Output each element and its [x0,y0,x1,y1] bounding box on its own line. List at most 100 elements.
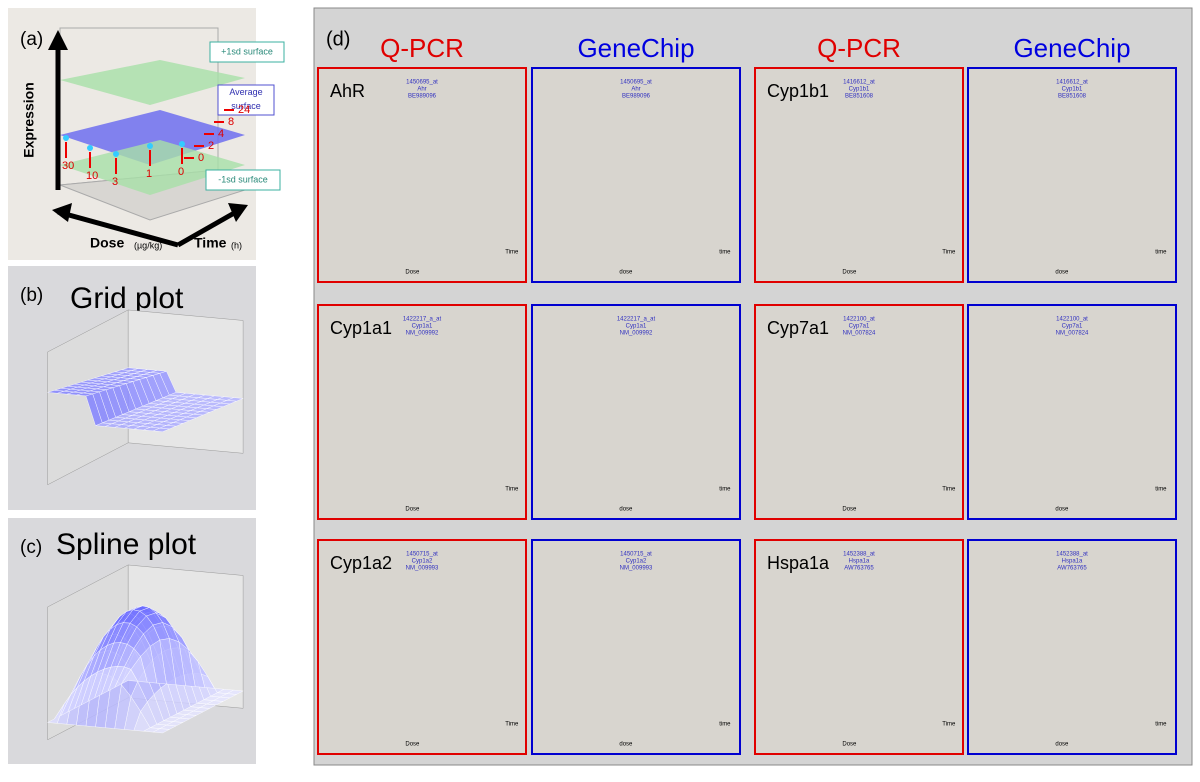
axis-label: Dose [842,742,857,748]
dose-label: 30 [62,160,74,172]
probe-text: NM_007824 [843,331,876,337]
axis-label: Time [505,722,519,728]
plot-bg [968,305,1176,519]
dose-label: 0 [178,166,184,178]
axis-label: dose [619,742,633,748]
probe-text: Cyp1a2 [412,559,433,565]
axis-label: Dose [405,507,420,513]
axis-label: time [719,722,731,728]
axis-label: Expression [21,82,37,157]
annotation: -1sd surface [218,174,268,184]
axis-label: time [719,487,731,493]
probe-text: Ahr [417,87,426,93]
probe-text: Cyp7a1 [1062,324,1083,330]
axis-label: Dose [90,235,124,251]
panel-label: (d) [326,28,350,50]
axis-label: dose [1055,270,1069,276]
probe-text: BE851608 [1058,94,1087,100]
axis-label: Time [505,250,519,256]
probe-text: 1452388_at [1056,552,1088,558]
probe-text: Cyp1b1 [1062,87,1083,93]
panel-title: Spline plot [56,528,197,561]
probe-text: Ahr [631,87,640,93]
point [147,143,153,149]
gene-name: AhR [330,81,365,101]
axis-label: Time [942,722,956,728]
point [179,141,185,147]
panel-label: (c) [20,537,42,558]
annotation: +1sd surface [221,46,273,56]
gene-name: Cyp1a2 [330,553,392,573]
probe-text: BE989096 [408,94,437,100]
probe-text: 1452388_at [843,552,875,558]
dose-label: 10 [86,170,98,182]
axis-label: Time [505,487,519,493]
probe-text: Cyp1a1 [412,324,433,330]
time-label: 0 [198,152,204,164]
probe-text: 1422100_at [843,317,875,323]
probe-text: NM_009992 [620,331,653,337]
probe-text: 1422217_a_at [403,317,442,323]
axis-label: dose [619,507,633,513]
probe-text: NM_007824 [1056,331,1089,337]
panel-label: (a) [20,29,43,50]
probe-text: AW763765 [1057,566,1087,572]
plot-bg [532,68,740,282]
time-label: 4 [218,128,224,140]
axis-label: dose [1055,742,1069,748]
probe-text: 1450695_at [406,80,438,86]
gene-name: Cyp7a1 [767,318,829,338]
axis-label: time [1155,487,1167,493]
panel-label: (b) [20,285,43,306]
probe-text: AW763765 [844,566,874,572]
gene-name: Cyp1b1 [767,81,829,101]
probe-text: Cyp7a1 [849,324,870,330]
plot-bg [532,540,740,754]
probe-text: NM_009993 [406,566,439,572]
probe-text: 1450715_at [406,552,438,558]
axis-unit: (µg/kg) [134,240,162,250]
axis-label: Dose [842,270,857,276]
axis-label: dose [619,270,633,276]
probe-text: 1450715_at [620,552,652,558]
axis-label: time [719,250,731,256]
column-header: GeneChip [1013,33,1130,63]
probe-text: 1422217_a_at [617,317,656,323]
axis-label: Time [942,250,956,256]
probe-text: BE851608 [845,94,874,100]
probe-text: BE989096 [622,94,651,100]
plot-bg [968,540,1176,754]
point [113,151,119,157]
time-label: 2 [208,140,214,152]
axis-label: Dose [405,742,420,748]
probe-text: 1416612_at [1056,80,1088,86]
point [87,145,93,151]
probe-text: 1450695_at [620,80,652,86]
probe-text: 1422100_at [1056,317,1088,323]
probe-text: NM_009993 [620,566,653,572]
axis-label: Dose [842,507,857,513]
axis-label: time [1155,722,1167,728]
time-label: 24 [238,104,250,116]
axis-label: Time [942,487,956,493]
column-header: GeneChip [577,33,694,63]
dose-label: 3 [112,176,118,188]
probe-text: Cyp1b1 [849,87,870,93]
probe-text: Cyp1a1 [626,324,647,330]
axis-label: Dose [405,270,420,276]
axis-label: Time [194,235,227,251]
gene-name: Hspa1a [767,553,830,573]
axis-label: dose [1055,507,1069,513]
column-header: Q-PCR [380,33,464,63]
plot-bg [968,68,1176,282]
probe-text: Hspa1a [1062,559,1083,565]
panel-title: Grid plot [70,282,184,315]
point [63,135,69,141]
probe-text: Cyp1a2 [626,559,647,565]
probe-text: NM_009992 [406,331,439,337]
probe-text: 1416612_at [843,80,875,86]
dose-label: 1 [146,168,152,180]
probe-text: Hspa1a [849,559,870,565]
